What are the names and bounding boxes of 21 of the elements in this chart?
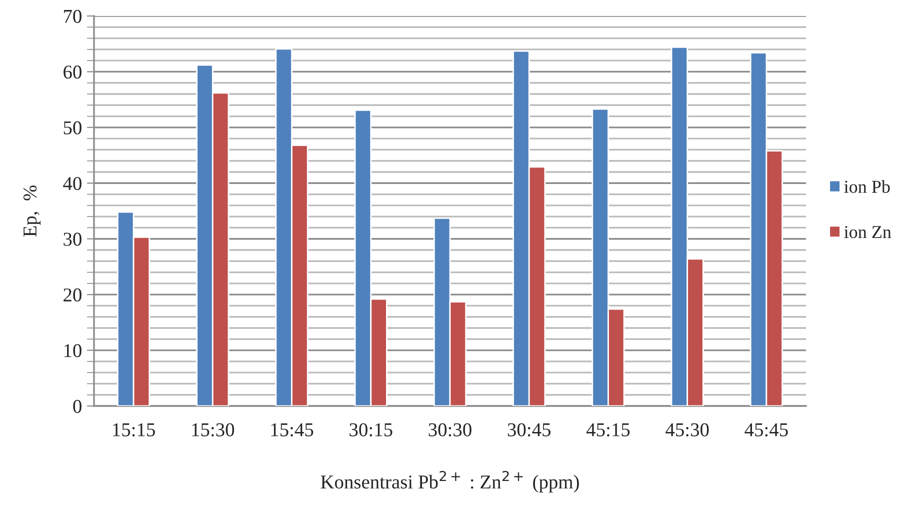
y-tick-label: 30	[64, 232, 82, 246]
y-tick-label: 70	[64, 10, 82, 23]
x-tick-label: 15:45	[271, 423, 314, 436]
x-axis-title: Konsentrasi Pb$^{2+}$ : Zn$^{2+}$ (ppm)	[320, 470, 579, 493]
x-tick-label: 30:30	[428, 423, 472, 436]
x-tick-label: 15:15	[113, 423, 155, 436]
x-tick-label: 45:15	[586, 423, 630, 436]
legend-label: ion Pb	[844, 180, 890, 193]
x-tick-label: 45:30	[666, 423, 709, 436]
legend-label: ion Zn	[844, 226, 892, 238]
y-tick-label: 20	[64, 288, 82, 302]
y-tick-label: 0	[73, 400, 82, 413]
y-tick-label: 50	[64, 121, 82, 134]
x-tick-label: 30:45	[508, 423, 550, 436]
y-tick-label: 60	[64, 66, 82, 79]
y-tick-label: 10	[64, 344, 82, 358]
x-tick-label: 15:30	[192, 423, 234, 436]
y-axis-title: Ep, %	[23, 185, 41, 237]
x-tick-label: 30:15	[350, 423, 392, 436]
x-tick-label: 45:45	[744, 423, 788, 436]
y-tick-label: 40	[63, 176, 82, 190]
